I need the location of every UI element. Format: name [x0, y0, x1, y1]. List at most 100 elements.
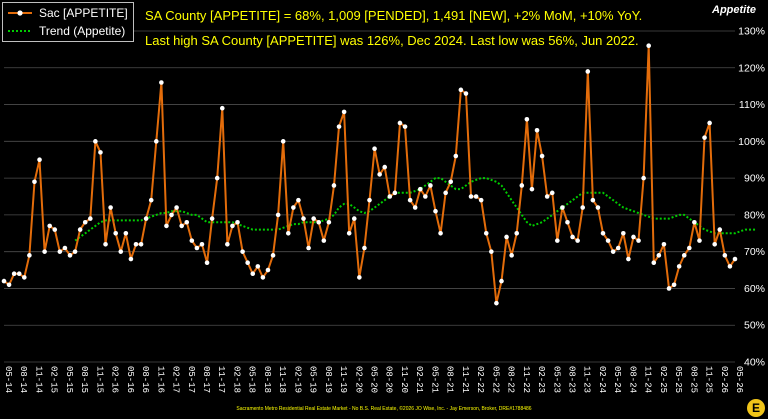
data-point: [407, 197, 413, 203]
data-point: [311, 216, 316, 221]
x-tick-label: 08-25: [688, 366, 698, 393]
data-point: [646, 43, 652, 49]
headline-current: SA County [APPETITE] = 68%, 1,009 [PENDE…: [145, 8, 643, 23]
legend-label-trend: Trend (Appetite): [39, 24, 126, 38]
data-point: [108, 205, 113, 210]
data-point: [275, 212, 281, 218]
x-tick-label: 11-24: [643, 366, 653, 393]
data-point: [621, 230, 626, 236]
data-point: [230, 223, 235, 229]
data-point: [225, 242, 230, 247]
data-point: [123, 230, 129, 236]
data-point: [346, 230, 352, 236]
x-tick-label: 02-15: [49, 366, 59, 393]
data-point: [321, 238, 327, 243]
appetite-line: [3, 44, 736, 305]
data-point: [483, 230, 489, 236]
x-tick-label: 11-25: [704, 366, 714, 393]
data-point: [504, 234, 509, 240]
data-point: [316, 219, 322, 225]
data-point: [651, 260, 657, 266]
x-tick-label: 11-22: [521, 366, 531, 393]
x-tick-label: 02-23: [536, 366, 546, 393]
data-point: [179, 223, 184, 229]
legend-swatch-line-icon: [8, 10, 32, 16]
data-point: [118, 249, 124, 254]
x-tick-label: 02-16: [110, 366, 120, 393]
data-point: [93, 139, 98, 144]
data-point: [377, 172, 382, 177]
data-point: [560, 205, 565, 210]
data-point: [260, 275, 266, 280]
data-point: [494, 300, 499, 306]
x-tick-label: 08-24: [627, 366, 637, 393]
data-point: [351, 216, 357, 221]
data-point: [707, 120, 712, 126]
data-point: [661, 242, 667, 247]
data-point: [631, 234, 636, 240]
data-point: [174, 205, 179, 210]
data-point: [153, 139, 159, 144]
data-point: [717, 227, 723, 232]
data-point: [245, 260, 250, 266]
x-tick-label: 05-15: [64, 366, 74, 393]
data-point: [692, 219, 697, 225]
data-point: [199, 242, 205, 247]
legend-item-appetite: Sac [APPETITE]: [7, 4, 128, 22]
data-point: [219, 105, 225, 111]
data-point: [52, 227, 58, 232]
data-point: [306, 245, 311, 251]
x-tick-label: 08-15: [79, 366, 89, 393]
data-point: [32, 179, 37, 185]
data-point: [468, 194, 474, 199]
data-point: [580, 205, 586, 210]
data-point: [544, 194, 550, 199]
data-point: [164, 223, 169, 229]
data-point: [296, 197, 301, 203]
y-tick-label: 120%: [738, 62, 765, 74]
data-point: [184, 219, 190, 225]
data-point: [443, 190, 448, 196]
x-axis-tick-labels: 05-14 08-14 11-14 02-15 05-15 08-15 11-15 02-16…: [3, 366, 744, 393]
x-tick-label: 08-14: [18, 366, 28, 393]
data-point: [524, 116, 530, 122]
x-tick-label: 02-24: [597, 366, 607, 393]
data-point: [727, 264, 733, 269]
data-point: [423, 194, 428, 199]
x-tick-label: 05-20: [369, 366, 379, 393]
data-point: [585, 69, 591, 74]
data-point: [270, 253, 276, 258]
y-tick-label: 70%: [744, 246, 765, 258]
x-tick-label: 05-16: [125, 366, 135, 393]
data-point: [575, 238, 580, 243]
data-point: [341, 109, 347, 115]
brand-logo-icon: E: [747, 399, 765, 417]
trend-series: [74, 177, 756, 242]
data-point: [331, 183, 337, 188]
x-tick-label: 02-20: [353, 366, 363, 393]
legend-label-appetite: Sac [APPETITE]: [39, 6, 128, 20]
legend: Sac [APPETITE] Trend (Appetite): [2, 2, 134, 42]
appetite-series-points: [1, 43, 738, 306]
x-tick-label: 08-22: [506, 366, 516, 393]
data-point: [641, 175, 646, 181]
data-point: [610, 249, 616, 254]
data-point: [22, 275, 27, 280]
y-tick-label: 50%: [744, 320, 765, 332]
data-point: [534, 128, 540, 133]
legend-swatch-dotted-icon: [8, 30, 32, 32]
data-point: [47, 223, 52, 229]
data-point: [549, 190, 555, 196]
data-point: [519, 183, 525, 188]
x-tick-label: 05-17: [186, 366, 196, 393]
data-point: [72, 249, 78, 254]
data-point: [626, 256, 631, 262]
y-tick-label: 130%: [738, 26, 765, 38]
data-point: [636, 238, 641, 243]
data-point: [265, 267, 271, 273]
headline-high-low: Last high SA County [APPETITE] was 126%,…: [145, 33, 639, 48]
data-point: [189, 238, 195, 243]
data-point: [103, 242, 108, 247]
data-point: [367, 197, 372, 203]
